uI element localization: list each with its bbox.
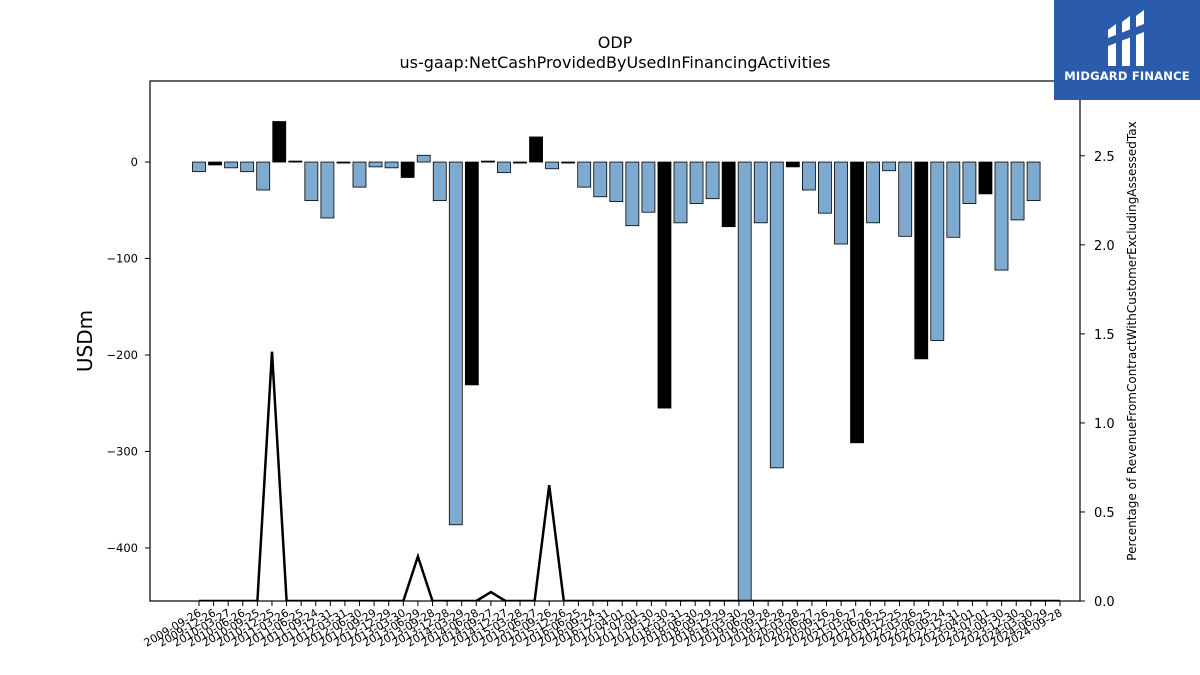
bar bbox=[432, 161, 447, 202]
bar bbox=[192, 161, 206, 173]
bar bbox=[497, 161, 511, 174]
bar bbox=[753, 161, 768, 224]
bar bbox=[930, 161, 945, 341]
bar bbox=[240, 161, 255, 173]
bar bbox=[673, 161, 688, 224]
bar bbox=[577, 161, 592, 188]
y-tick-label: −300 bbox=[106, 444, 138, 458]
bar bbox=[288, 160, 303, 163]
bar bbox=[641, 161, 656, 213]
bar bbox=[272, 121, 287, 163]
bar bbox=[962, 161, 977, 204]
bar bbox=[256, 161, 271, 191]
y2-tick-label: 2.5 bbox=[1094, 150, 1115, 165]
bar bbox=[561, 161, 576, 164]
plot-frame bbox=[149, 80, 1081, 602]
bar bbox=[352, 161, 367, 188]
bar bbox=[208, 161, 222, 166]
y2-tick-label: 0.5 bbox=[1094, 506, 1115, 521]
chart-subtitle: us-gaap:NetCashProvidedByUsedInFinancing… bbox=[399, 53, 830, 72]
bar bbox=[224, 161, 239, 169]
bar bbox=[785, 161, 800, 168]
bar bbox=[593, 161, 608, 198]
bar bbox=[882, 161, 897, 172]
y2-tick-label: 0.0 bbox=[1094, 595, 1115, 610]
bar bbox=[464, 161, 479, 386]
bar bbox=[400, 161, 415, 178]
chart-title: ODP bbox=[598, 33, 633, 52]
bar bbox=[545, 161, 559, 170]
bar bbox=[818, 161, 832, 214]
bar bbox=[529, 136, 543, 163]
bar bbox=[769, 161, 784, 469]
brand-name: MIDGARD FINANCE bbox=[1064, 69, 1190, 83]
bar bbox=[914, 161, 929, 360]
bar bbox=[978, 161, 993, 195]
bar bbox=[994, 161, 1009, 271]
bar bbox=[721, 161, 736, 228]
plot-area bbox=[192, 121, 1060, 601]
line-series bbox=[199, 351, 1060, 601]
axes: 0−100−200−300−4000.00.51.01.52.02.52009-… bbox=[106, 150, 1114, 650]
y-tick-label: −200 bbox=[106, 348, 138, 362]
bar bbox=[802, 161, 816, 191]
bar bbox=[513, 161, 527, 164]
bar bbox=[850, 161, 864, 444]
bar bbox=[416, 154, 431, 163]
bar bbox=[898, 161, 913, 237]
brand-mark-icon bbox=[1108, 10, 1144, 66]
bar bbox=[448, 161, 463, 526]
y2-axis-label: Percentage of RevenueFromContractWithCus… bbox=[1125, 121, 1139, 560]
bar bbox=[705, 161, 720, 200]
bar bbox=[1010, 161, 1025, 221]
y2-tick-label: 2.0 bbox=[1094, 239, 1115, 254]
bar bbox=[336, 161, 351, 164]
bar bbox=[689, 161, 704, 204]
y2-tick-label: 1.0 bbox=[1094, 417, 1115, 432]
bar bbox=[737, 161, 752, 601]
y-tick-label: −100 bbox=[106, 252, 138, 266]
bar bbox=[866, 161, 880, 224]
bar bbox=[480, 160, 495, 163]
bar bbox=[625, 161, 640, 227]
y-axis-label: USDm bbox=[73, 310, 97, 372]
y-tick-label: −400 bbox=[106, 541, 138, 555]
bar bbox=[946, 161, 961, 238]
bar bbox=[609, 161, 624, 202]
y-tick-label: 0 bbox=[131, 155, 138, 169]
brand-logo: MIDGARD FINANCE bbox=[1054, 0, 1200, 100]
bar bbox=[304, 161, 319, 202]
bar bbox=[368, 161, 383, 168]
bar bbox=[384, 161, 399, 169]
bar bbox=[1026, 161, 1041, 202]
bar bbox=[320, 161, 335, 219]
bar bbox=[657, 161, 672, 409]
y2-tick-label: 1.5 bbox=[1094, 328, 1115, 343]
bar bbox=[834, 161, 848, 245]
